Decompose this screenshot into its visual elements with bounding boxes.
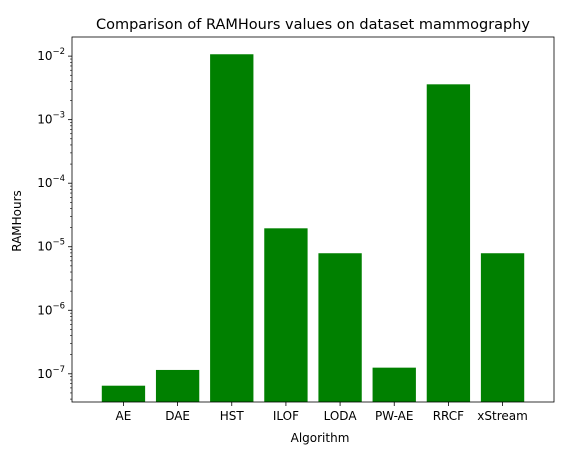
y-tick-label: 10−6: [37, 301, 65, 317]
x-axis-label: Algorithm: [291, 431, 350, 445]
y-tick-label: 10−5: [37, 238, 65, 254]
bar-ilof: [264, 228, 308, 402]
bar-rrcf: [426, 84, 471, 402]
y-axis-label: RAMHours: [10, 190, 24, 252]
x-ticks-group: AE DAE HST ILOF LODA PW-AE RRCF xStream: [116, 402, 528, 423]
y-ticks-group: 10−7 10−6 10−5 10−4 10−3 10−2: [37, 47, 72, 400]
y-tick-label: 10−4: [37, 174, 65, 190]
x-tick-label: HST: [220, 409, 245, 423]
bars-group: [101, 54, 525, 402]
x-tick-label: PW-AE: [375, 409, 413, 423]
y-tick-label: 10−3: [37, 111, 65, 127]
y-tick-label: 10−2: [37, 47, 65, 63]
bar-loda: [318, 253, 362, 402]
bar-pw-ae: [372, 367, 416, 402]
y-tick-label: 10−7: [37, 365, 65, 381]
x-tick-label: DAE: [165, 409, 190, 423]
chart-title: Comparison of RAMHours values on dataset…: [96, 17, 530, 33]
x-tick-label: RRCF: [433, 409, 464, 423]
x-tick-label: xStream: [477, 409, 528, 423]
plot-frame: [71, 36, 555, 403]
bar-hst: [210, 54, 254, 402]
x-tick-label: ILOF: [273, 409, 299, 423]
bar-ae: [101, 385, 146, 402]
axes-group: [71, 36, 555, 403]
bar-xstream: [480, 253, 525, 402]
x-tick-label: LODA: [324, 409, 358, 423]
x-tick-label: AE: [116, 409, 132, 423]
bar-dae: [155, 369, 200, 402]
